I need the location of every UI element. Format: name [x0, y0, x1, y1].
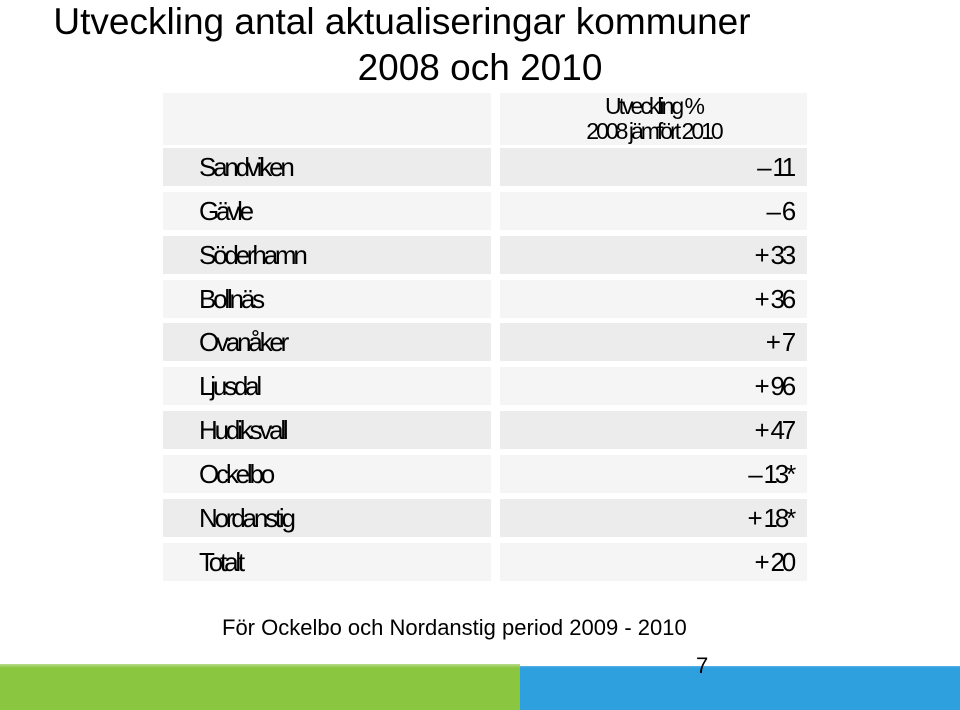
row-name-cell: Totalt — [163, 543, 491, 581]
row-value-cell: + 18* — [500, 499, 807, 537]
row-value-cell: + 47 — [500, 411, 807, 449]
table-header-empty-cell — [163, 93, 491, 145]
row-name-cell: Ockelbo — [163, 455, 491, 493]
row-name-cell: Hudiksvall — [163, 411, 491, 449]
row-name-cell: Ljusdal — [163, 367, 491, 405]
table-header-line-2: 2008 jämfört 2010 — [586, 118, 723, 144]
row-value-cell: + 33 — [500, 236, 807, 274]
row-value-cell: – 11 — [500, 148, 807, 186]
row-name-cell: Söderhamn — [163, 236, 491, 274]
row-name-cell: Bollnäs — [163, 280, 491, 318]
row-value-cell: + 7 — [500, 323, 807, 361]
slide-title-line-2: 2008 och 2010 — [357, 47, 603, 88]
table-header-line-1: Utveckling % — [605, 93, 705, 119]
row-value-cell: + 36 — [500, 280, 807, 318]
row-value-cell: – 13* — [500, 455, 807, 493]
row-value-cell: + 20 — [500, 543, 807, 581]
bottom-green-band — [0, 664, 520, 710]
slide-title-line-1: Utveckling antal aktualiseringar kommune… — [53, 1, 751, 42]
row-name-cell: Ovanåker — [163, 323, 491, 361]
bottom-band-fade — [0, 658, 960, 668]
bottom-blue-band — [520, 666, 960, 710]
row-name-cell: Gävle — [163, 192, 491, 230]
footnote: För Ockelbo och Nordanstig period 2009 -… — [222, 615, 687, 640]
row-value-cell: – 6 — [500, 192, 807, 230]
row-name-cell: Nordanstig — [163, 499, 491, 537]
page-number: 7 — [696, 653, 709, 678]
table-header-cell: Utveckling % 2008 jämfört 2010 — [500, 93, 807, 145]
row-value-cell: + 96 — [500, 367, 807, 405]
row-name-cell: Sandviken — [163, 148, 491, 186]
